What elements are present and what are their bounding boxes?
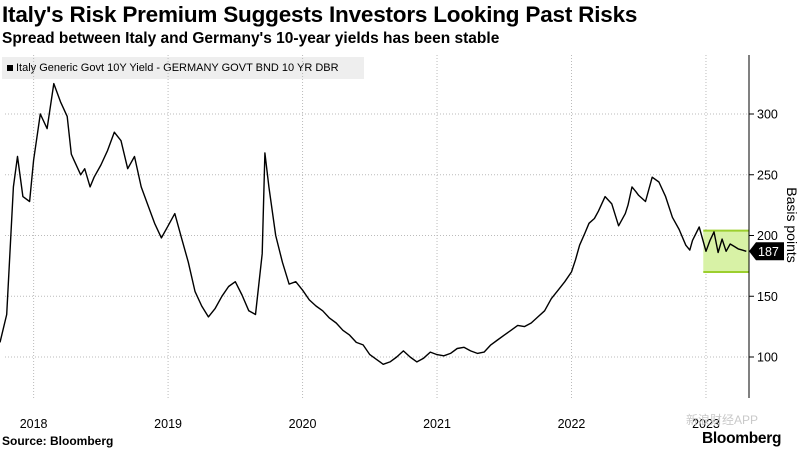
- y-tick-label-150: 150: [757, 290, 778, 304]
- chart-subtitle: Spread between Italy and Germany's 10-ye…: [2, 30, 500, 47]
- series-line-spread: [0, 82, 747, 365]
- watermark-text: 新浪财经APP: [686, 413, 759, 427]
- source-note: Source: Bloomberg: [2, 434, 114, 448]
- x-tick-label-2022: 2022: [558, 417, 586, 431]
- x-tick-label-2018: 2018: [20, 417, 48, 431]
- last-value-tag: [749, 242, 784, 261]
- y-tick-label-300: 300: [757, 108, 778, 122]
- x-tick-label-2021: 2021: [423, 417, 451, 431]
- bloomberg-logo: Bloomberg: [702, 430, 782, 447]
- legend-swatch: [7, 64, 13, 71]
- y-axis-label: Basis points: [784, 187, 800, 263]
- chart-title: Italy's Risk Premium Suggests Investors …: [2, 2, 638, 27]
- y-tick-label-200: 200: [757, 229, 778, 243]
- last-value-marker: 187: [749, 242, 784, 261]
- y-tick-label-100: 100: [757, 351, 778, 365]
- x-axis-ticks: 2018 2019 2020 2021 2022 2023: [20, 417, 720, 431]
- x-tick-label-2019: 2019: [154, 417, 182, 431]
- y-axis-ticks: 100 150 200 250 300: [749, 108, 778, 365]
- x-tick-label-2023: 2023: [692, 417, 720, 431]
- x-tick-label-2020: 2020: [289, 417, 317, 431]
- legend: Italy Generic Govt 10Y Yield - GERMANY G…: [2, 57, 364, 79]
- legend-label: Italy Generic Govt 10Y Yield - GERMANY G…: [16, 62, 339, 74]
- last-value-text: 187: [758, 245, 779, 259]
- grid-lines: [5, 55, 749, 398]
- y-tick-label-250: 250: [757, 168, 778, 182]
